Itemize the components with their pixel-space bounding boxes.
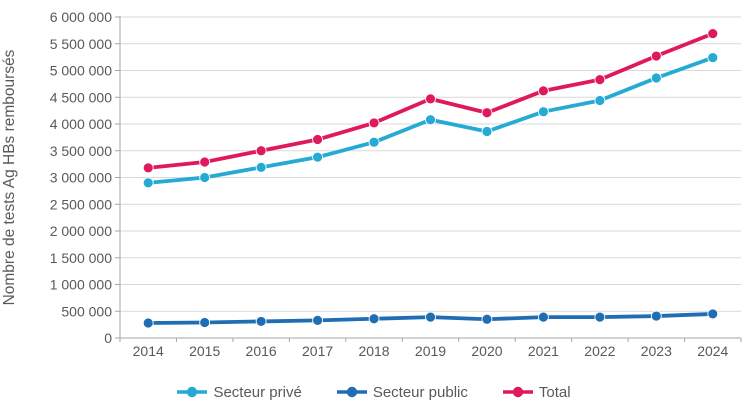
data-point	[199, 156, 211, 168]
y-tick-label: 4 000 000	[50, 116, 112, 132]
series-0	[142, 52, 719, 189]
data-point	[594, 95, 606, 106]
data-point	[538, 311, 549, 323]
data-point	[368, 313, 380, 325]
x-tick-labels: 2014 2015 2016 2017 2018 2019 2020 2021 2022 2023…	[133, 343, 729, 359]
data-point	[650, 310, 662, 322]
data-point	[368, 117, 380, 129]
data-point	[481, 313, 493, 325]
data-point	[312, 314, 323, 326]
x-tick-label: 2017	[302, 343, 333, 359]
data-point	[142, 317, 154, 329]
data-point	[255, 145, 267, 157]
x-tick-label: 2022	[584, 343, 615, 359]
series-1	[142, 308, 719, 329]
legend-label: Secteur public	[372, 383, 468, 401]
y-tick-label: 0	[104, 330, 112, 346]
y-tick-label: 4 500 000	[50, 89, 112, 105]
data-point	[199, 317, 211, 328]
data-point	[312, 134, 323, 145]
legend-item-0: Secteur privé	[176, 383, 302, 401]
data-point	[481, 107, 493, 119]
data-point	[425, 114, 436, 126]
x-tick-label: 2024	[697, 343, 728, 359]
data-point	[255, 316, 267, 327]
data-point	[312, 151, 323, 163]
legend-marker-icon	[177, 386, 208, 398]
y-tick-label: 3 000 000	[50, 170, 112, 186]
legend-label: Secteur privé	[213, 383, 302, 401]
x-tick-label: 2015	[189, 343, 220, 359]
x-tick-label: 2016	[246, 343, 277, 359]
y-axis-title: Nombre de tests Ag HBs remboursés	[1, 49, 18, 305]
y-tick-label: 6 000 000	[50, 9, 112, 25]
data-point	[425, 311, 436, 323]
data-point	[199, 172, 211, 183]
legend-label: Total	[538, 383, 571, 401]
x-tick-label: 2023	[641, 343, 672, 359]
y-tick-label: 5 500 000	[50, 36, 112, 52]
data-point	[142, 162, 154, 174]
series-2	[142, 28, 719, 174]
y-tick-label: 5 000 000	[50, 63, 112, 79]
data-point	[650, 72, 662, 84]
y-tick-label: 1 000 000	[50, 277, 112, 293]
data-point	[538, 106, 549, 118]
axes	[115, 16, 742, 342]
y-tick-label: 2 500 000	[50, 196, 112, 212]
data-point	[707, 308, 719, 320]
data-point	[538, 85, 549, 97]
chart-legend: Secteur privé Secteur public Total	[0, 378, 747, 406]
x-tick-label: 2018	[358, 343, 389, 359]
data-point	[481, 126, 493, 137]
legend-marker-icon	[502, 386, 533, 398]
legend-item-2: Total	[502, 385, 571, 400]
legend-marker-icon	[336, 386, 367, 398]
data-point	[650, 50, 662, 62]
x-tick-label: 2019	[415, 343, 446, 359]
x-tick-label: 2021	[528, 343, 559, 359]
y-tick-label: 500 000	[61, 303, 112, 319]
data-point	[255, 161, 267, 173]
x-tick-label: 2014	[133, 343, 164, 359]
data-point	[368, 136, 380, 148]
data-point	[594, 311, 606, 323]
data-point	[707, 52, 719, 64]
y-tick-label: 3 500 000	[50, 143, 112, 159]
y-tick-label: 2 000 000	[50, 223, 112, 239]
data-point	[142, 177, 154, 189]
x-tick-label: 2020	[471, 343, 502, 359]
data-point	[707, 28, 719, 39]
legend-item-1: Secteur public	[336, 385, 468, 400]
data-point	[594, 74, 606, 85]
y-tick-labels: 0 500 000 1 000 000 1 500 000 2 000 000 2 500…	[50, 9, 113, 346]
data-point	[425, 93, 436, 105]
y-tick-label: 1 500 000	[50, 250, 112, 266]
